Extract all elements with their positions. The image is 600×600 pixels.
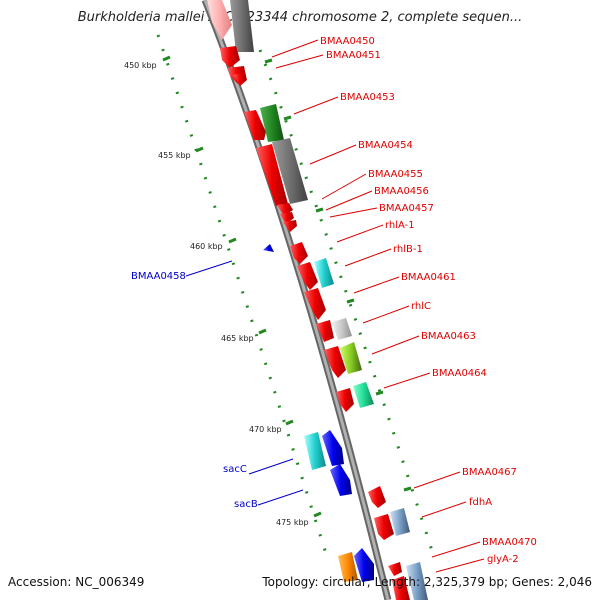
label-bmaa0456[interactable]: BMAA0456 bbox=[374, 186, 429, 197]
tick-label-455: 455 kbp bbox=[158, 151, 191, 160]
label-bmaa0451[interactable]: BMAA0451 bbox=[326, 50, 381, 61]
tick-label-460: 460 kbp bbox=[190, 242, 223, 251]
reverse-strand-genes bbox=[207, 0, 428, 600]
label-rhlb-1[interactable]: rhlB-1 bbox=[393, 244, 423, 255]
map-title: Burkholderia mallei ATCC 23344 chromosom… bbox=[77, 10, 523, 25]
tick-label-475: 475 kbp bbox=[276, 518, 309, 527]
label-bmaa0455[interactable]: BMAA0455 bbox=[368, 169, 423, 180]
gene-rhlb-1 bbox=[297, 262, 318, 290]
tick-label-450: 450 kbp bbox=[124, 61, 157, 70]
tick-marks bbox=[162, 55, 322, 518]
gene-bmaa0452 bbox=[220, 46, 240, 68]
gene-bmaa0464 bbox=[336, 388, 354, 412]
gene-bmaa0470 bbox=[388, 562, 402, 576]
label-bmaa0463[interactable]: BMAA0463 bbox=[421, 331, 476, 342]
chromosome-backbone bbox=[201, 0, 392, 600]
gene-sacc bbox=[304, 432, 326, 470]
gene-bmaa0454 bbox=[256, 144, 288, 206]
label-bmaa0454[interactable]: BMAA0454 bbox=[358, 140, 413, 151]
gene-bmaa0456 bbox=[280, 212, 294, 224]
gene-bmaa0457 bbox=[283, 220, 297, 232]
accession-text: Accession: NC_006349 bbox=[8, 575, 145, 589]
gene-bmaa0461 bbox=[304, 288, 326, 320]
label-bmaa0453[interactable]: BMAA0453 bbox=[340, 92, 395, 103]
label-bmaa0461[interactable]: BMAA0461 bbox=[401, 272, 456, 283]
forward-strand-genes bbox=[263, 244, 374, 582]
gene-fdha bbox=[374, 514, 394, 540]
label-rhlc[interactable]: rhlC bbox=[411, 301, 431, 312]
label-glya-2[interactable]: glyA-2 bbox=[487, 554, 519, 565]
label-sacb[interactable]: sacB bbox=[234, 499, 258, 510]
gene-orange bbox=[338, 552, 358, 582]
gene-glya-2 bbox=[392, 576, 410, 600]
label-bmaa0457[interactable]: BMAA0457 bbox=[379, 203, 434, 214]
label-bmaa0467[interactable]: BMAA0467 bbox=[462, 467, 517, 478]
gene-rhlc bbox=[316, 320, 334, 342]
gene-bmaa0450 bbox=[207, 0, 232, 40]
reverse-label-leaders bbox=[271, 39, 485, 573]
inner-dotted-track bbox=[156, 34, 330, 561]
tick-label-465: 465 kbp bbox=[221, 334, 254, 343]
gene-bmaa0463 bbox=[324, 346, 346, 378]
gene-bmaa0458 bbox=[263, 244, 274, 252]
tick-label-470: 470 kbp bbox=[249, 425, 282, 434]
gene-bmaa0453 bbox=[244, 110, 266, 140]
label-bmaa0458[interactable]: BMAA0458 bbox=[131, 271, 186, 282]
label-rhla-1[interactable]: rhlA-1 bbox=[385, 220, 415, 231]
gene-bmaa0451 bbox=[230, 0, 254, 52]
label-bmaa0464[interactable]: BMAA0464 bbox=[432, 368, 487, 379]
gene-sacb bbox=[330, 464, 352, 496]
summary-text: Topology: circular; Length: 2,325,379 bp… bbox=[262, 575, 592, 589]
forward-label-leaders bbox=[185, 260, 304, 506]
gene-bmaa0455 bbox=[277, 203, 293, 216]
gene-bmaa0467 bbox=[368, 486, 386, 508]
label-sacc[interactable]: sacC bbox=[223, 464, 247, 475]
label-bmaa0450[interactable]: BMAA0450 bbox=[320, 36, 375, 47]
label-fdha[interactable]: fdhA bbox=[469, 497, 492, 508]
label-bmaa0470[interactable]: BMAA0470 bbox=[482, 537, 537, 548]
gene-rhla-1 bbox=[290, 242, 308, 264]
